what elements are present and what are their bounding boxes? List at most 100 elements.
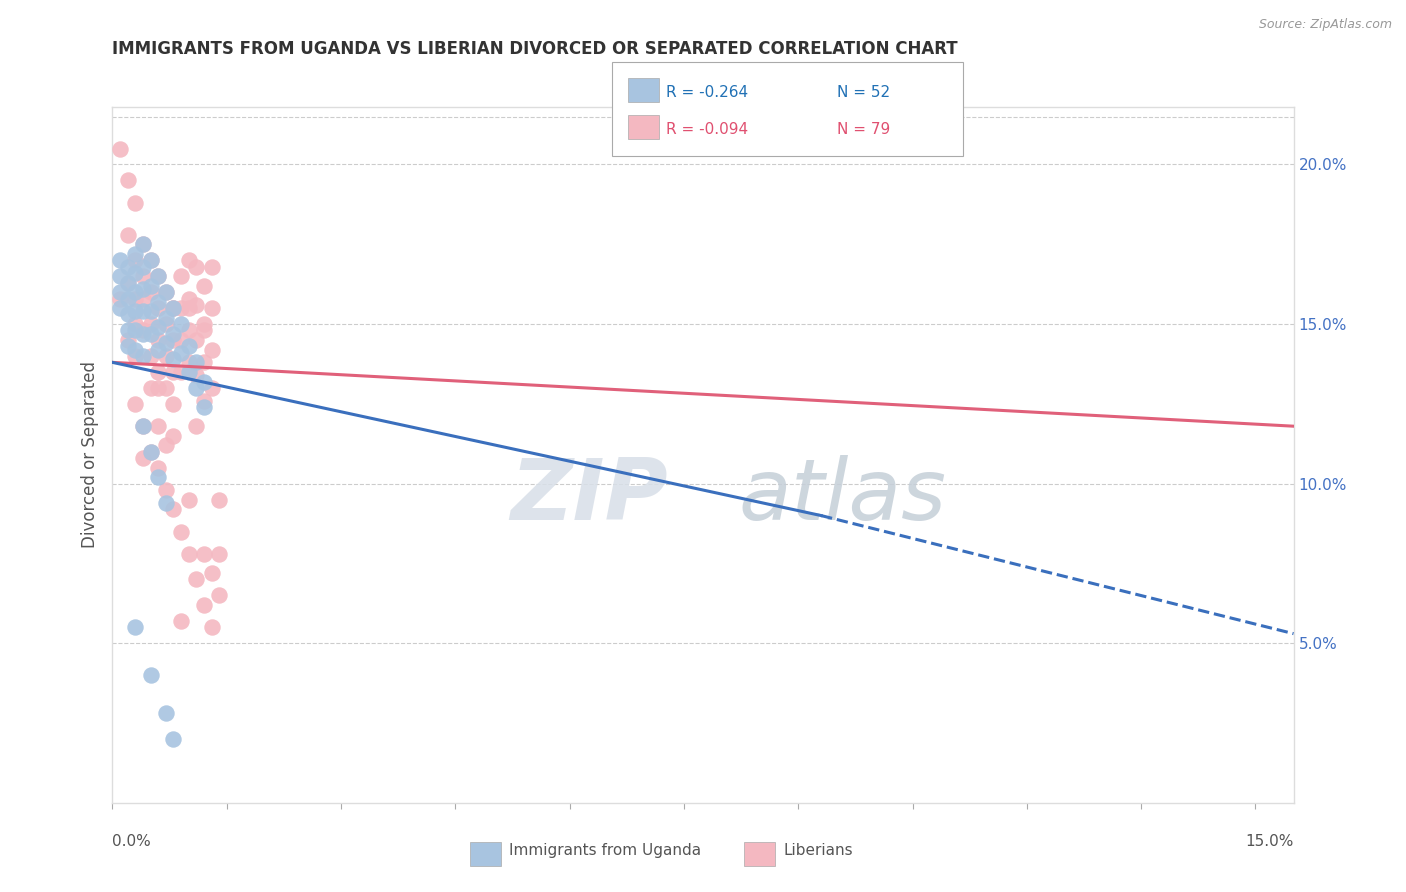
- Point: [124, 349, 146, 363]
- Point: [139, 668, 162, 682]
- Point: [117, 173, 139, 187]
- Point: [177, 365, 200, 379]
- Point: [208, 588, 231, 602]
- Point: [124, 343, 146, 357]
- Point: [200, 566, 222, 580]
- Point: [162, 397, 184, 411]
- Point: [186, 368, 208, 383]
- Point: [155, 317, 177, 331]
- Point: [108, 269, 131, 284]
- Point: [155, 285, 177, 300]
- Text: 15.0%: 15.0%: [1246, 834, 1294, 849]
- Point: [117, 333, 139, 347]
- Point: [177, 339, 200, 353]
- Point: [155, 336, 177, 351]
- Point: [162, 502, 184, 516]
- Point: [132, 326, 155, 341]
- Point: [186, 381, 208, 395]
- Point: [170, 317, 193, 331]
- Point: [148, 460, 170, 475]
- Point: [148, 333, 170, 347]
- Point: [186, 573, 208, 587]
- Point: [124, 620, 146, 634]
- Point: [186, 333, 208, 347]
- Point: [193, 598, 215, 612]
- Point: [170, 365, 193, 379]
- Text: Liberians: Liberians: [783, 843, 853, 857]
- Point: [132, 282, 155, 296]
- Y-axis label: Divorced or Separated: Divorced or Separated: [80, 361, 98, 549]
- Point: [117, 292, 139, 306]
- Point: [117, 323, 139, 337]
- Point: [155, 496, 177, 510]
- Point: [148, 301, 170, 315]
- Point: [177, 301, 200, 315]
- Point: [177, 323, 200, 337]
- Point: [162, 365, 184, 379]
- Point: [124, 292, 146, 306]
- Point: [155, 285, 177, 300]
- Point: [117, 276, 139, 290]
- Point: [193, 547, 215, 561]
- Text: R = -0.094: R = -0.094: [666, 122, 748, 137]
- Point: [208, 547, 231, 561]
- Point: [148, 269, 170, 284]
- Point: [132, 292, 155, 306]
- Point: [170, 614, 193, 628]
- Point: [148, 294, 170, 309]
- Point: [139, 326, 162, 341]
- Point: [193, 393, 215, 408]
- Text: atlas: atlas: [738, 455, 946, 538]
- Point: [170, 333, 193, 347]
- Point: [124, 285, 146, 300]
- Point: [170, 524, 193, 539]
- Point: [170, 346, 193, 360]
- Point: [117, 308, 139, 322]
- Point: [124, 266, 146, 280]
- Point: [155, 706, 177, 721]
- Point: [170, 301, 193, 315]
- Point: [132, 260, 155, 274]
- Point: [139, 444, 162, 458]
- Point: [177, 547, 200, 561]
- Point: [117, 227, 139, 242]
- Point: [162, 731, 184, 746]
- Point: [155, 349, 177, 363]
- Point: [139, 381, 162, 395]
- Point: [148, 470, 170, 484]
- Text: N = 52: N = 52: [837, 85, 890, 100]
- Point: [155, 310, 177, 325]
- Point: [177, 253, 200, 268]
- Point: [155, 438, 177, 452]
- Point: [193, 317, 215, 331]
- Point: [162, 429, 184, 443]
- Point: [108, 142, 131, 156]
- Point: [108, 285, 131, 300]
- Point: [148, 419, 170, 434]
- Point: [139, 349, 162, 363]
- Point: [200, 260, 222, 274]
- Point: [162, 301, 184, 315]
- Point: [132, 237, 155, 252]
- Point: [139, 304, 162, 318]
- Point: [193, 400, 215, 414]
- Point: [162, 301, 184, 315]
- Point: [186, 419, 208, 434]
- Point: [177, 492, 200, 507]
- Point: [132, 349, 155, 363]
- Text: Immigrants from Uganda: Immigrants from Uganda: [509, 843, 702, 857]
- Text: IMMIGRANTS FROM UGANDA VS LIBERIAN DIVORCED OR SEPARATED CORRELATION CHART: IMMIGRANTS FROM UGANDA VS LIBERIAN DIVOR…: [112, 40, 957, 58]
- Point: [162, 333, 184, 347]
- Point: [108, 253, 131, 268]
- Point: [208, 492, 231, 507]
- Point: [132, 323, 155, 337]
- Point: [132, 451, 155, 466]
- Point: [124, 397, 146, 411]
- Point: [177, 355, 200, 369]
- Point: [124, 195, 146, 210]
- Point: [117, 276, 139, 290]
- Point: [186, 355, 208, 369]
- Point: [148, 365, 170, 379]
- Point: [200, 343, 222, 357]
- Point: [132, 269, 155, 284]
